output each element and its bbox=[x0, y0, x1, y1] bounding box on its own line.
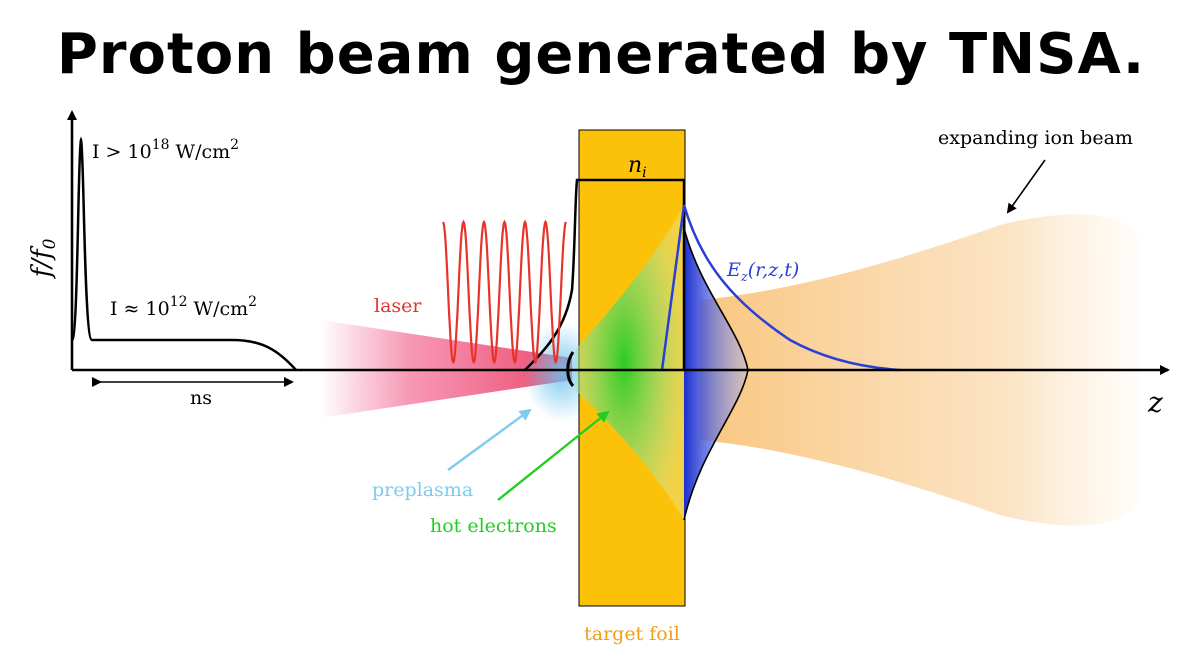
expanding-ion-beam-label: expanding ion beam bbox=[938, 127, 1133, 149]
laser-wave bbox=[442, 219, 567, 365]
ion-density-label: ni bbox=[628, 153, 647, 181]
preplasma-label: preplasma bbox=[372, 479, 473, 501]
field-lobe bbox=[684, 228, 748, 520]
ion-density-profile bbox=[524, 178, 686, 371]
hot-electrons-arrow bbox=[497, 410, 610, 501]
z-axis-label: z bbox=[1147, 386, 1163, 419]
svg-text:f/f0: f/f0 bbox=[27, 238, 60, 279]
target-foil-label: target foil bbox=[584, 623, 680, 645]
hot-electrons-label: hot electrons bbox=[430, 515, 557, 537]
field-curve bbox=[660, 204, 901, 372]
laser-label: laser bbox=[374, 295, 422, 317]
page-title: Proton beam generated by TNSA. bbox=[56, 22, 1146, 87]
pedestal-intensity-label: I ≈ 1012 W/cm2 bbox=[110, 294, 257, 320]
pulse-profile bbox=[70, 136, 297, 371]
y-axis-label: f/f0 bbox=[27, 238, 60, 279]
peak-intensity-label: I > 1018 W/cm2 bbox=[92, 137, 239, 163]
preplasma-arrow bbox=[447, 408, 532, 471]
ion-beam-arrow bbox=[1006, 159, 1046, 214]
field-label: Ez(r,z,t) bbox=[726, 259, 799, 285]
duration-label: ns bbox=[190, 387, 212, 409]
hot-electrons-cloud bbox=[575, 205, 684, 520]
